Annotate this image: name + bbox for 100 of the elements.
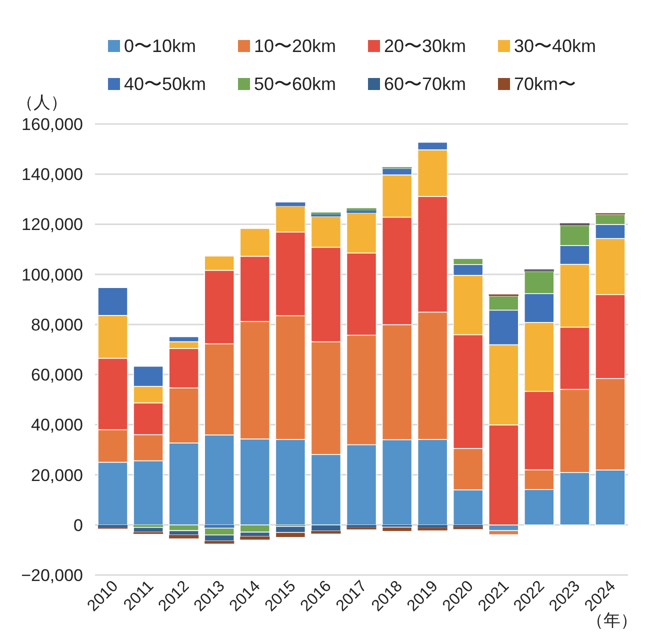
legend-label: 10〜20km <box>254 36 336 56</box>
bar <box>595 238 626 296</box>
bar <box>276 202 306 206</box>
bar <box>417 312 448 440</box>
bar <box>346 252 377 336</box>
bar <box>417 439 448 526</box>
bar <box>133 386 164 404</box>
bar <box>560 225 590 246</box>
y-tick-label: 120,000 <box>22 215 83 234</box>
y-tick-label: 160,000 <box>22 115 83 134</box>
legend-label: 20〜30km <box>384 36 466 56</box>
bar <box>133 526 164 533</box>
bar <box>168 387 199 444</box>
y-tick-label: 20,000 <box>31 466 83 485</box>
bar <box>168 524 199 532</box>
bar <box>560 264 590 328</box>
bar <box>524 322 554 392</box>
bar <box>417 142 448 150</box>
bar <box>452 274 484 336</box>
bar <box>240 228 270 257</box>
legend-label: 70km〜 <box>514 74 576 94</box>
bar <box>524 390 554 470</box>
bar <box>98 358 128 430</box>
bar <box>453 526 483 530</box>
bar <box>168 336 199 342</box>
bar <box>452 264 484 276</box>
bar <box>418 524 448 528</box>
bar <box>240 438 270 526</box>
bar <box>452 334 484 449</box>
bar <box>168 530 199 536</box>
bar <box>204 256 235 271</box>
y-tick-label: 140,000 <box>22 165 83 184</box>
bar <box>275 232 306 316</box>
bar <box>98 524 128 528</box>
bar <box>417 196 448 313</box>
bar <box>98 315 128 359</box>
y-tick-label: 0 <box>74 516 83 535</box>
bar <box>133 366 164 387</box>
bar <box>560 472 590 526</box>
bar <box>346 210 376 213</box>
bar <box>275 206 306 232</box>
bar <box>382 324 412 440</box>
bar <box>560 245 590 265</box>
bar <box>310 246 342 342</box>
y-tick-label: 60,000 <box>31 366 83 385</box>
bar <box>240 532 270 537</box>
legend-label: 30〜40km <box>514 36 596 56</box>
bar <box>452 258 484 265</box>
bar <box>560 388 590 473</box>
bar <box>204 540 234 544</box>
bar <box>275 532 306 538</box>
bar <box>133 402 164 436</box>
bar <box>595 294 626 379</box>
bar <box>204 270 235 344</box>
bar <box>240 536 270 540</box>
bar <box>524 489 554 526</box>
bar <box>275 315 306 440</box>
bar <box>595 224 626 239</box>
bar <box>346 444 377 526</box>
bar <box>240 256 270 322</box>
bar <box>204 528 235 536</box>
bar <box>595 214 626 225</box>
bar <box>310 216 342 248</box>
bar <box>275 439 306 526</box>
bar <box>488 424 519 526</box>
bar <box>204 434 235 526</box>
bar <box>168 348 199 388</box>
bar <box>595 378 626 470</box>
bar <box>382 439 412 526</box>
bar <box>417 149 448 197</box>
bar <box>311 530 341 534</box>
bar <box>382 216 412 326</box>
bar <box>310 341 342 455</box>
bar <box>98 429 128 463</box>
bar <box>168 442 199 526</box>
bar <box>524 469 554 490</box>
bar <box>98 462 128 526</box>
bar <box>382 526 412 532</box>
bar <box>382 168 412 176</box>
bar <box>98 287 128 316</box>
legend-label: 0〜10km <box>124 36 196 56</box>
bar <box>524 293 554 323</box>
bar <box>133 460 164 526</box>
bar <box>240 321 270 440</box>
bar <box>560 326 590 390</box>
bar <box>310 454 342 526</box>
y-axis-title: （人） <box>16 93 68 112</box>
bar <box>382 174 412 218</box>
bar <box>204 343 235 436</box>
bar <box>310 524 342 532</box>
y-tick-label: 100,000 <box>22 265 83 284</box>
legend-label: 60〜70km <box>384 74 466 94</box>
bar <box>240 524 270 533</box>
bar <box>346 212 377 254</box>
y-tick-label: 40,000 <box>31 416 83 435</box>
bar <box>595 470 626 526</box>
bar <box>488 296 519 311</box>
bar <box>524 271 554 294</box>
bar <box>169 534 199 538</box>
bar <box>346 334 377 446</box>
